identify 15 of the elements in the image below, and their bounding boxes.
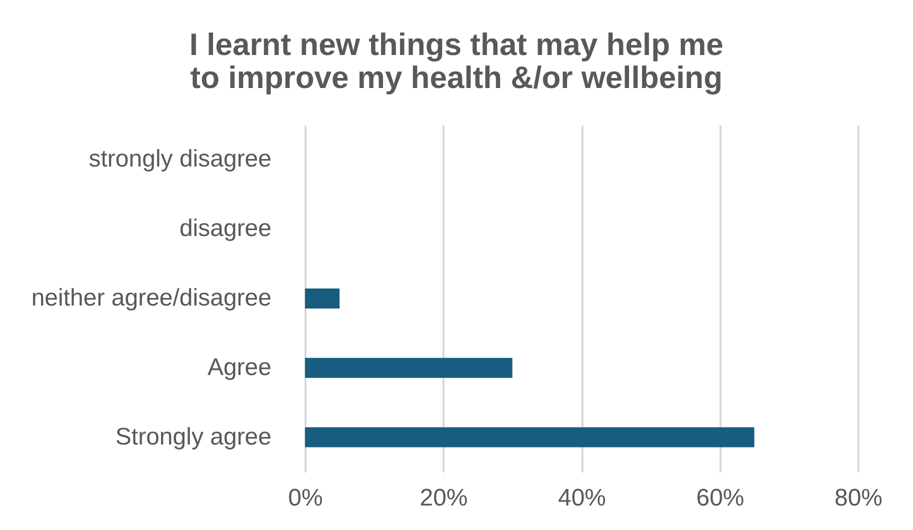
y-tick-label: strongly disagree <box>88 146 272 173</box>
y-tick-label: Agree <box>207 354 272 381</box>
bar <box>305 427 754 448</box>
text: I learnt new things that may help me <box>189 27 724 62</box>
x-tick-label: 80% <box>834 484 883 512</box>
bar <box>305 358 512 378</box>
x-tick-label: 0% <box>288 484 323 512</box>
bar <box>305 288 340 308</box>
y-tick-label: neither agree/disagree <box>31 284 272 312</box>
y-tick-label: disagree <box>179 215 272 242</box>
x-tick-label: 20% <box>420 484 468 512</box>
text: to improve my health &/or wellbeing <box>190 60 723 95</box>
y-tick-label: Strongly agree <box>115 423 272 450</box>
x-tick-label: 60% <box>696 484 744 512</box>
x-tick-label: 40% <box>558 484 606 512</box>
